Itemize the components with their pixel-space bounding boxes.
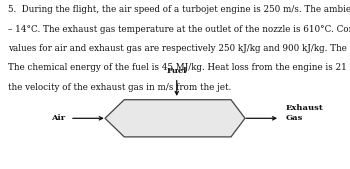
- Text: the velocity of the exhaust gas in m/s from the jet.: the velocity of the exhaust gas in m/s f…: [8, 83, 231, 92]
- Text: Fuel: Fuel: [167, 67, 187, 75]
- Text: The chemical energy of the fuel is 45 MJ/kg. Heat loss from the engine is 21 kJ/: The chemical energy of the fuel is 45 MJ…: [8, 63, 350, 72]
- Text: Air: Air: [51, 114, 65, 122]
- Polygon shape: [105, 100, 245, 137]
- Text: Exhaust
Gas: Exhaust Gas: [285, 104, 323, 122]
- Text: values for air and exhaust gas are respectively 250 kJ/kg and 900 kJ/kg. The fue: values for air and exhaust gas are respe…: [8, 44, 350, 53]
- Text: 5.  During the flight, the air speed of a turbojet engine is 250 m/s. The ambien: 5. During the flight, the air speed of a…: [8, 5, 350, 14]
- Text: – 14°C. The exhaust gas temperature at the outlet of the nozzle is 610°C. Corres: – 14°C. The exhaust gas temperature at t…: [8, 25, 350, 33]
